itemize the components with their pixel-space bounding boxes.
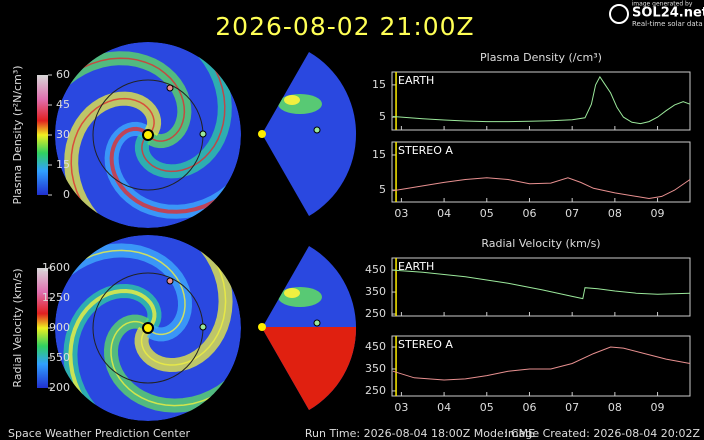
- spiral-core: [55, 235, 227, 366]
- footer-right: Image Created: 2026-08-04 20:02Z: [505, 427, 701, 440]
- y-tick-label: 450: [365, 263, 386, 276]
- footer-left: Space Weather Prediction Center: [8, 427, 190, 440]
- series-label: STEREO A: [398, 338, 453, 351]
- colorbar-tick-label: 30: [56, 128, 70, 141]
- x-tick-label: 08: [608, 401, 622, 414]
- series-line: [392, 75, 691, 125]
- logo-caption: image generated by: [632, 1, 693, 8]
- spiral-core: [55, 57, 186, 228]
- y-tick-label: 15: [372, 148, 386, 161]
- wedge-blob: [278, 287, 322, 307]
- logo-icon: [609, 4, 629, 24]
- wedge-blob: [284, 288, 300, 298]
- x-tick-label: 07: [565, 207, 579, 220]
- sun: [258, 130, 266, 138]
- series-line: [392, 269, 691, 300]
- earth: [199, 323, 207, 331]
- y-tick-label: 15: [372, 78, 386, 91]
- sun: [258, 323, 266, 331]
- colorbar-label: Radial Velocity (km/s): [11, 268, 24, 387]
- series-line: [392, 346, 691, 381]
- spiral-core: [68, 288, 241, 421]
- stereo-a: [166, 277, 174, 285]
- series-label: STEREO A: [398, 144, 453, 157]
- earth: [199, 130, 207, 138]
- colorbar-tick-label: 200: [49, 381, 70, 394]
- colorbar-tick-label: 900: [49, 321, 70, 334]
- colorbar-tick-label: 60: [56, 68, 70, 81]
- stereo-a: [166, 84, 174, 92]
- x-tick-label: 06: [522, 207, 536, 220]
- panel-title: Plasma Density (/cm³): [480, 51, 602, 64]
- colorbar: [37, 75, 48, 195]
- earth: [313, 126, 321, 134]
- spiral-core: [55, 249, 186, 421]
- colorbar-tick-label: 550: [49, 351, 70, 364]
- x-tick-label: 07: [565, 401, 579, 414]
- series-label: EARTH: [398, 74, 434, 87]
- x-tick-label: 06: [522, 401, 536, 414]
- x-tick-label: 04: [437, 207, 451, 220]
- panel-frame: [391, 141, 691, 203]
- x-tick-label: 03: [394, 207, 408, 220]
- wedge: [262, 52, 357, 216]
- wedge-bg: [262, 52, 357, 216]
- x-tick-label: 08: [608, 207, 622, 220]
- wedge-cme: [262, 327, 357, 410]
- title: 2026-08-02 21:00Z: [215, 12, 474, 41]
- x-tick-label: 05: [480, 401, 494, 414]
- x-tick-label: 05: [480, 207, 494, 220]
- spiral-core: [110, 235, 241, 407]
- y-tick-label: 5: [379, 183, 386, 196]
- sun: [142, 322, 154, 334]
- y-tick-label: 250: [365, 307, 386, 320]
- series-label: EARTH: [398, 260, 434, 273]
- x-tick-label: 09: [651, 207, 665, 220]
- colorbar: [37, 268, 48, 388]
- spiral-core: [55, 42, 226, 173]
- y-tick-label: 350: [365, 285, 386, 298]
- y-tick-label: 350: [365, 362, 386, 375]
- logo-name: SOL24.net: [632, 6, 704, 21]
- panel-title: Radial Velocity (km/s): [481, 237, 600, 250]
- wedge: [262, 246, 357, 410]
- panel-frame: [391, 335, 691, 397]
- spiral-core: [70, 97, 241, 228]
- maps: [55, 42, 357, 421]
- colorbar-tick-label: 1250: [42, 291, 70, 304]
- spiral-core: [109, 42, 241, 214]
- footer-center: Run Time: 2026-08-04 18:00Z Mode: CME: [305, 427, 535, 440]
- colorbar-tick-label: 0: [63, 188, 70, 201]
- logo-tagline: Real-time solar data: [632, 20, 703, 28]
- colorbar-tick-label: 45: [56, 98, 70, 111]
- panel-frame: [391, 257, 691, 317]
- y-tick-label: 250: [365, 384, 386, 397]
- wedge-blob: [284, 95, 300, 105]
- x-tick-label: 09: [651, 401, 665, 414]
- colorbar-tick-label: 15: [56, 158, 70, 171]
- wedge-blob: [278, 94, 322, 114]
- x-tick-label: 03: [394, 401, 408, 414]
- colorbar-label: Plasma Density (r²N/cm³): [11, 65, 24, 204]
- y-tick-label: 5: [379, 110, 386, 123]
- x-tick-label: 04: [437, 401, 451, 414]
- earth: [313, 319, 321, 327]
- panel-frame: [391, 71, 691, 131]
- sun: [142, 129, 154, 141]
- y-tick-label: 450: [365, 340, 386, 353]
- colorbar-tick-label: 1600: [42, 261, 70, 274]
- series-line: [392, 177, 691, 200]
